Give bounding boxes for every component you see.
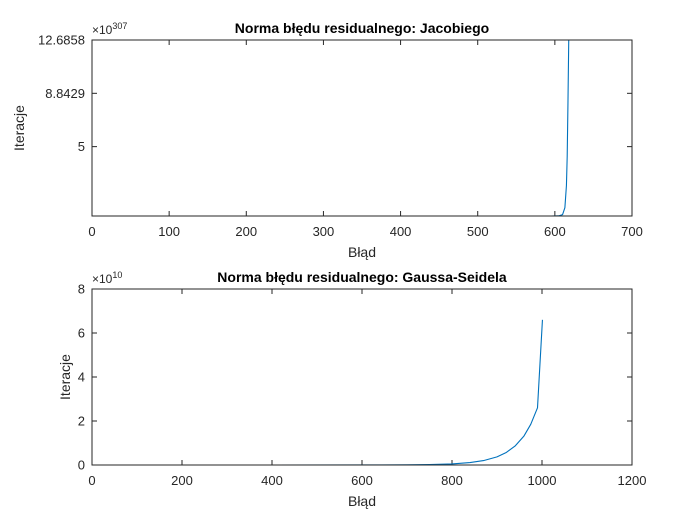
- x-tick-label: 1200: [618, 473, 647, 488]
- x-tick-label: 100: [158, 224, 180, 239]
- multiplier-exponent: 307: [112, 21, 127, 31]
- x-tick-label: 600: [544, 224, 566, 239]
- x-tick-label: 200: [235, 224, 257, 239]
- y-tick-label: 0: [78, 458, 85, 473]
- x-tick-label: 700: [621, 224, 643, 239]
- x-tick-label: 800: [441, 473, 463, 488]
- x-tick-label: 0: [88, 224, 95, 239]
- y-tick-label: 8: [78, 282, 85, 297]
- x-tick-label: 400: [390, 224, 412, 239]
- subplot-2: 0 200 400 600 800 1000 1200 0 2 4 6 8 ×1010 Norma błę…: [57, 269, 646, 509]
- subplot-1: 0 100 200 300 400 500 600 700 5 8.8429 12.6858 ×103…: [11, 20, 643, 260]
- multiplier-exponent: 10: [112, 270, 122, 280]
- multiplier-base: ×10: [92, 23, 113, 37]
- plot-area: [92, 40, 632, 216]
- axes-box: [91, 288, 633, 466]
- x-tick-label: 500: [467, 224, 489, 239]
- x-tick-label: 200: [171, 473, 193, 488]
- y-tick-label: 5: [78, 139, 85, 154]
- x-tick-label: 600: [351, 473, 373, 488]
- chart-title: Norma błędu residualnego: Gaussa-Seidela: [217, 269, 507, 285]
- y-tick-label: 12.6858: [38, 33, 85, 48]
- plot-area: [92, 289, 632, 465]
- multiplier-base: ×10: [92, 272, 113, 286]
- chart-title: Norma błędu residualnego: Jacobiego: [235, 20, 489, 36]
- x-tick-label: 400: [261, 473, 283, 488]
- y-tick-label: 2: [78, 414, 85, 429]
- x-tick-label: 1000: [528, 473, 557, 488]
- y-tick-label: 6: [78, 326, 85, 341]
- y-tick-label: 8.8429: [45, 86, 85, 101]
- x-axis-label: Błąd: [348, 244, 376, 260]
- x-tick-label: 300: [313, 224, 335, 239]
- x-tick-label: 0: [88, 473, 95, 488]
- y-axis-label: Iteracje: [11, 105, 27, 151]
- y-axis-label: Iteracje: [57, 354, 73, 400]
- plots-group: 0 100 200 300 400 500 600 70058.842912.6858×103…: [11, 20, 646, 509]
- y-axis-multiplier: ×10307: [92, 21, 127, 37]
- y-tick-label: 4: [78, 370, 85, 385]
- x-axis-label: Błąd: [348, 493, 376, 509]
- axes-box: [91, 39, 633, 217]
- y-axis-multiplier: ×1010: [92, 270, 122, 286]
